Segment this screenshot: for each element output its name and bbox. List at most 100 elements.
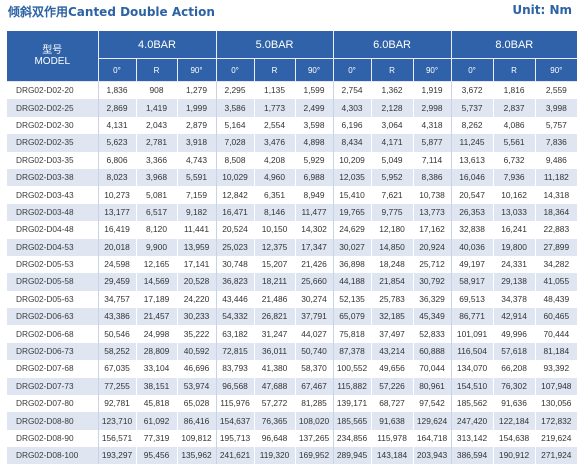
torque-cell: 195,713 — [215, 428, 255, 447]
torque-cell: 203,943 — [412, 446, 452, 464]
torque-cell: 7,159 — [176, 185, 217, 204]
torque-cell: 271,924 — [534, 446, 578, 464]
torque-cell: 87,378 — [332, 341, 372, 360]
torque-cell: 96,568 — [215, 376, 255, 395]
torque-cell: 36,898 — [332, 254, 372, 273]
torque-cell: 15,207 — [253, 254, 296, 273]
torque-cell: 86,771 — [450, 307, 494, 325]
torque-cell: 16,419 — [97, 220, 136, 239]
torque-cell: 21,486 — [253, 289, 296, 308]
pressure-header: 5.0BAR — [215, 31, 334, 59]
torque-cell: 17,189 — [135, 289, 177, 308]
torque-cell: 10,738 — [412, 185, 452, 204]
torque-cell: 7,836 — [534, 133, 578, 152]
torque-cell: 115,882 — [332, 376, 372, 395]
model-label-cn: 型号 — [42, 45, 63, 56]
torque-cell: 57,226 — [370, 376, 414, 395]
torque-cell: 2,128 — [370, 98, 414, 117]
torque-cell: 3,598 — [294, 115, 334, 134]
torque-cell: 5,561 — [492, 133, 536, 152]
torque-cell: 12,165 — [135, 254, 177, 273]
model-cell: DRG02-D05-63 — [7, 289, 98, 308]
table-row: DRG02-D07-68 67,035 33,104 46,696 83,793 41,3… — [7, 359, 578, 378]
torque-cell: 8,508 — [215, 150, 255, 169]
torque-cell: 27,899 — [534, 237, 578, 256]
model-cell: DRG02-D08-80 — [7, 411, 98, 430]
torque-cell: 5,877 — [412, 133, 452, 152]
torque-cell: 1,816 — [492, 80, 536, 99]
torque-cell: 69,513 — [450, 289, 494, 308]
torque-cell: 14,318 — [534, 185, 578, 204]
torque-cell: 81,184 — [534, 341, 578, 360]
torque-cell: 95,456 — [135, 446, 177, 464]
table-row: DRG02-D02-20 1,836 908 1,279 2,295 1,135 1,599… — [7, 80, 578, 99]
torque-cell: 1,362 — [370, 80, 414, 99]
torque-cell: 3,998 — [534, 98, 578, 117]
torque-cell: 36,329 — [412, 289, 452, 308]
torque-cell: 4,960 — [253, 167, 296, 186]
angle-header: 0° — [332, 58, 372, 82]
model-cell: DRG02-D04-53 — [7, 237, 98, 256]
torque-cell: 43,214 — [370, 341, 414, 360]
torque-cell: 9,486 — [534, 150, 578, 169]
torque-cell: 97,542 — [412, 394, 452, 412]
torque-cell: 4,898 — [294, 133, 334, 152]
torque-cell: 70,444 — [534, 324, 578, 343]
table-row: DRG02-D06-63 43,386 21,457 30,233 54,332 26,8… — [7, 307, 578, 325]
torque-cell: 6,806 — [97, 150, 136, 169]
torque-cell: 8,120 — [135, 220, 177, 239]
torque-cell: 154,638 — [492, 428, 536, 447]
torque-cell: 13,773 — [412, 202, 452, 221]
torque-cell: 20,524 — [215, 220, 255, 239]
torque-cell: 3,968 — [135, 167, 177, 186]
torque-cell: 4,131 — [97, 115, 136, 134]
torque-cell: 67,035 — [97, 359, 136, 378]
torque-cell: 8,386 — [412, 167, 452, 186]
torque-cell: 4,303 — [332, 98, 372, 117]
torque-cell: 68,727 — [370, 394, 414, 412]
torque-cell: 17,141 — [176, 254, 217, 273]
torque-cell: 4,318 — [412, 115, 452, 134]
torque-cell: 81,285 — [294, 394, 334, 412]
torque-table: 型号 MODEL 4.0BAR 5.0BAR 6.0BAR 8.0BAR 0° … — [7, 31, 578, 464]
model-cell: DRG02-D03-38 — [7, 167, 98, 186]
torque-cell: 42,914 — [492, 307, 536, 325]
torque-cell: 137,265 — [294, 428, 334, 447]
torque-cell: 76,365 — [253, 411, 296, 430]
torque-cell: 19,800 — [492, 237, 536, 256]
torque-cell: 38,151 — [135, 376, 177, 395]
torque-cell: 9,775 — [370, 202, 414, 221]
torque-cell: 12,035 — [332, 167, 372, 186]
torque-cell: 9,182 — [176, 202, 217, 221]
torque-cell: 17,347 — [294, 237, 334, 256]
torque-cell: 77,319 — [135, 428, 177, 447]
torque-cell: 14,850 — [370, 237, 414, 256]
model-cell: DRG02-D06-63 — [7, 307, 98, 325]
torque-cell: 185,565 — [332, 411, 372, 430]
torque-cell: 65,028 — [176, 394, 217, 412]
torque-cell: 75,818 — [332, 324, 372, 343]
torque-cell: 60,888 — [412, 341, 452, 360]
torque-cell: 32,838 — [450, 220, 494, 239]
torque-cell: 24,629 — [332, 220, 372, 239]
torque-cell: 83,793 — [215, 359, 255, 378]
table-row: DRG02-D08-80 123,710 61,092 86,416 154,637 76… — [7, 411, 578, 430]
angle-header: 0° — [215, 58, 255, 82]
torque-cell: 185,562 — [450, 394, 494, 412]
torque-cell: 19,765 — [332, 202, 372, 221]
torque-cell: 57,272 — [253, 394, 296, 412]
torque-cell: 130,056 — [534, 394, 578, 412]
model-cell: DRG02-D05-58 — [7, 272, 98, 291]
torque-cell: 13,959 — [176, 237, 217, 256]
table-row: DRG02-D05-58 29,459 14,569 20,528 36,823 18,2… — [7, 272, 578, 291]
torque-cell: 3,672 — [450, 80, 494, 99]
torque-cell: 80,961 — [412, 376, 452, 395]
torque-cell: 193,297 — [97, 446, 136, 464]
torque-cell: 12,375 — [253, 237, 296, 256]
torque-cell: 5,929 — [294, 150, 334, 169]
torque-cell: 29,459 — [97, 272, 136, 291]
torque-cell: 58,370 — [294, 359, 334, 378]
torque-cell: 50,546 — [97, 324, 136, 343]
model-cell: DRG02-D02-35 — [7, 133, 98, 152]
torque-cell: 30,233 — [176, 307, 217, 325]
